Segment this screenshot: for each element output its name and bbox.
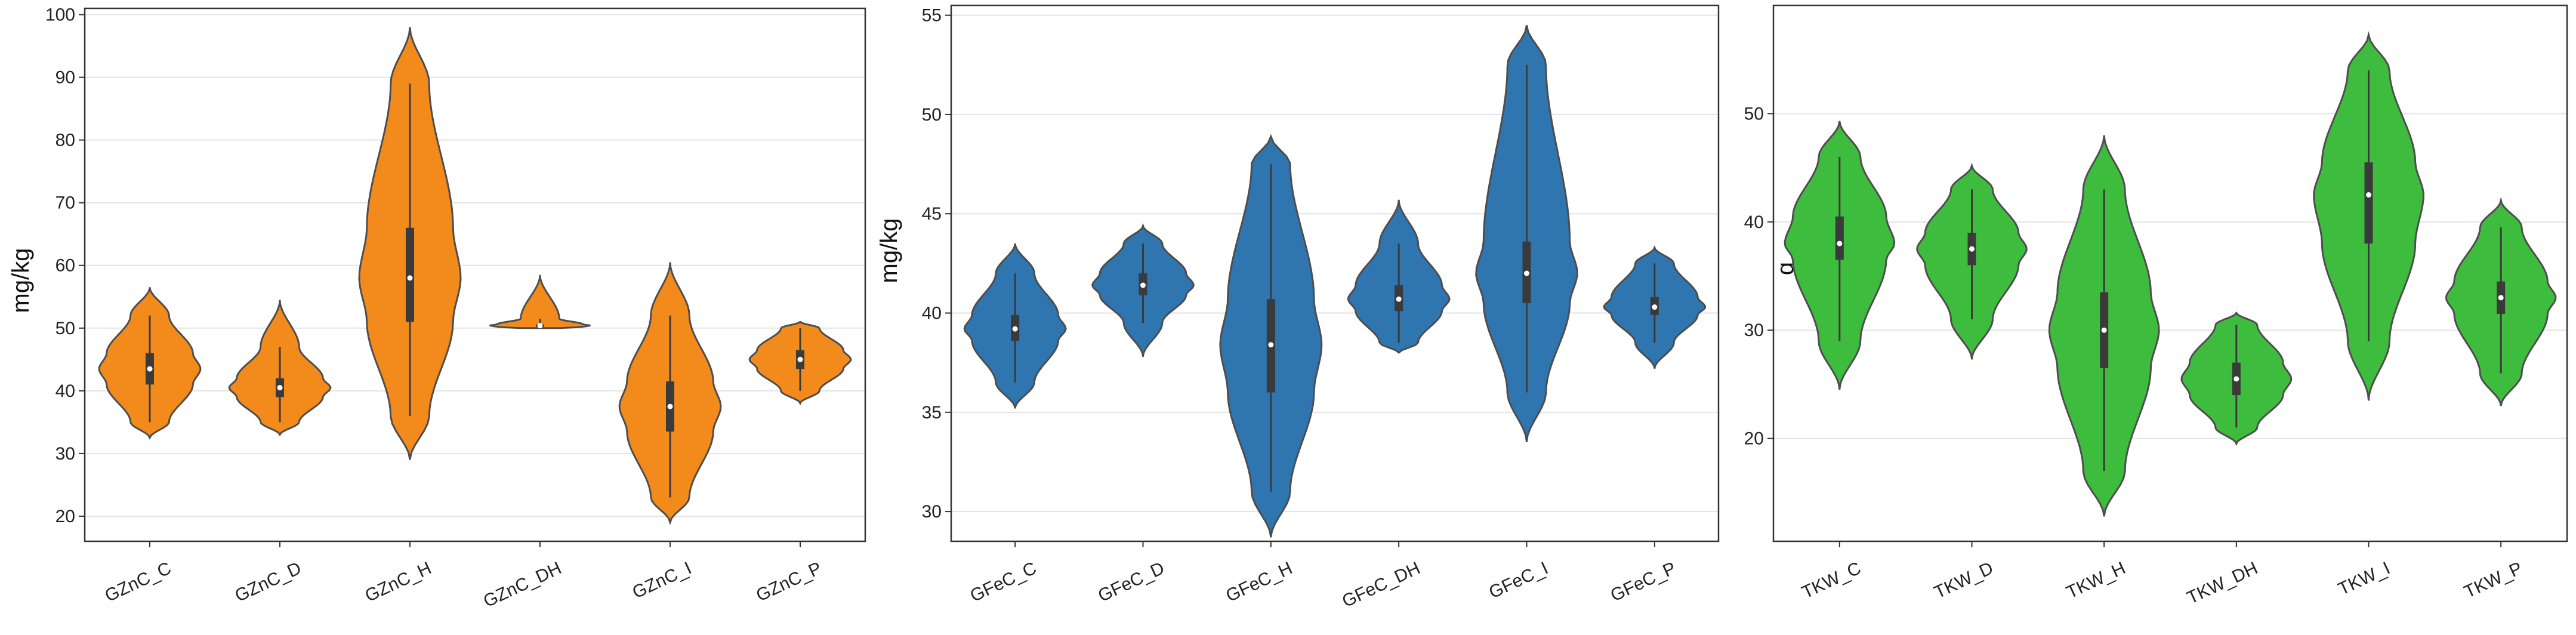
median-dot-tkw-c xyxy=(1837,241,1843,246)
iron-panel: mg/kg 30 35 40 45 50 55 GFeC_C GFeC_D GFeC_H GFeC… xyxy=(876,4,1720,612)
median-dot-tkw-p xyxy=(2498,295,2504,301)
iron-y-axis-label: mg/kg xyxy=(876,218,902,283)
zinc-y-tick-label: 30 xyxy=(55,444,75,464)
x-tick-label-zinc-d: GZnC_D xyxy=(232,558,304,606)
iron-y-tick-label: 30 xyxy=(922,502,942,522)
x-tick-label-iron-h: GFeC_H xyxy=(1223,558,1295,606)
median-dot-zinc-d xyxy=(277,385,283,391)
zinc-y-tick-label: 40 xyxy=(55,381,75,401)
iron-y-tick-label: 45 xyxy=(922,204,942,224)
tkw-y-axis-label: g xyxy=(1772,262,1798,275)
tkw-plot-frame xyxy=(1772,4,2568,542)
median-dot-tkw-d xyxy=(1969,246,1975,252)
x-tick-label-tkw-dh: TKW_DH xyxy=(2184,558,2261,608)
x-tick-label-iron-c: GFeC_C xyxy=(967,558,1039,606)
iqr-box-tkw-c xyxy=(1835,216,1844,260)
iron-y-tick-label: 50 xyxy=(922,105,942,125)
zinc-y-tick-label: 80 xyxy=(55,131,75,150)
tkw-y-tick-label: 50 xyxy=(1744,104,1764,124)
x-tick-label-tkw-d: TKW_D xyxy=(1931,558,1996,602)
median-dot-zinc-c xyxy=(147,366,153,372)
median-dot-iron-i xyxy=(1524,270,1529,276)
median-dot-iron-p xyxy=(1652,304,1658,310)
zinc-y-tick-label: 90 xyxy=(55,68,75,88)
zinc-y-axis-label: mg/kg xyxy=(8,248,34,313)
iqr-box-zinc-h xyxy=(406,227,414,322)
median-dot-iron-c xyxy=(1012,326,1018,332)
iqr-box-tkw-i xyxy=(2364,162,2373,244)
iron-y-tick-label: 35 xyxy=(922,403,942,423)
median-dot-zinc-p xyxy=(797,356,803,362)
x-tick-label-zinc-p: GZnC_P xyxy=(753,558,825,605)
zinc-y-tick-label: 20 xyxy=(55,507,75,526)
x-tick-label-tkw-p: TKW_P xyxy=(2461,558,2526,602)
tkw-y-tick-label: 40 xyxy=(1744,212,1764,232)
median-dot-iron-dh xyxy=(1396,296,1402,302)
median-dot-zinc-h xyxy=(407,275,413,281)
x-tick-label-zinc-i: GZnC_I xyxy=(630,558,695,602)
x-tick-label-iron-dh: GFeC_DH xyxy=(1339,558,1423,611)
median-dot-iron-d xyxy=(1140,282,1146,288)
tkw-y-tick-label: 20 xyxy=(1744,429,1764,449)
zinc-y-tick-label: 100 xyxy=(45,5,75,25)
zinc-y-tick-label: 50 xyxy=(55,319,75,338)
zinc-panel: mg/kg 20 30 40 50 60 70 80 90 100 GZnC_C GZnC_D GZn… xyxy=(8,5,866,612)
iron-y-tick-label: 55 xyxy=(922,6,942,26)
iron-y-tick-label: 40 xyxy=(922,304,942,323)
median-dot-tkw-dh xyxy=(2233,376,2239,382)
x-tick-label-tkw-h: TKW_H xyxy=(2063,558,2128,602)
median-dot-zinc-dh xyxy=(537,323,543,329)
x-tick-label-tkw-i: TKW_I xyxy=(2335,558,2393,599)
tkw-y-tick-label: 30 xyxy=(1744,320,1764,340)
zinc-y-tick-label: 70 xyxy=(55,193,75,213)
iron-plot-frame xyxy=(950,4,1720,542)
x-tick-label-zinc-h: GZnC_H xyxy=(362,558,434,606)
median-dot-tkw-h xyxy=(2101,327,2107,333)
x-tick-label-iron-i: GFeC_I xyxy=(1486,558,1551,602)
median-dot-iron-h xyxy=(1268,342,1274,348)
x-tick-label-tkw-c: TKW_C xyxy=(1799,558,1864,602)
violin-zinc-dh xyxy=(489,275,591,329)
median-dot-zinc-i xyxy=(667,403,673,409)
x-tick-label-iron-d: GFeC_D xyxy=(1095,558,1167,606)
x-tick-label-zinc-dh: GZnC_DH xyxy=(480,558,564,611)
x-tick-label-iron-p: GFeC_P xyxy=(1608,558,1679,605)
zinc-y-tick-label: 60 xyxy=(55,256,75,276)
x-tick-label-zinc-c: GZnC_C xyxy=(102,558,174,606)
zinc-plot-frame xyxy=(84,7,866,542)
median-dot-tkw-i xyxy=(2366,192,2371,198)
tkw-panel: g 20 30 40 50 TKW_C TKW_D TKW_H TKW_DH TKW_I TKW_… xyxy=(1744,4,2568,608)
